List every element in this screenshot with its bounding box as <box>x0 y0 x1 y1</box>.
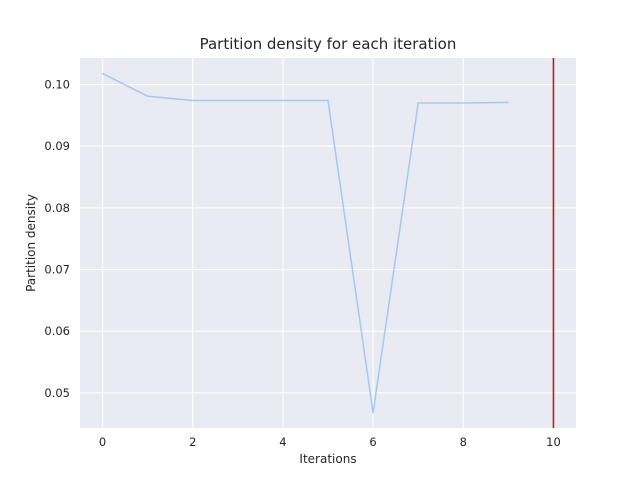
series-line <box>102 72 509 414</box>
data-point <box>237 99 239 102</box>
y-tick-label: 0.09 <box>44 139 70 153</box>
y-axis-ticks: 0.05 0.06 0.07 0.08 0.09 0.10 <box>44 78 70 400</box>
data-point <box>282 99 284 102</box>
y-tick-label: 0.08 <box>44 201 70 215</box>
y-tick-label: 0.10 <box>44 78 70 92</box>
series-layer <box>101 72 509 414</box>
data-point <box>462 102 464 104</box>
x-tick-label: 6 <box>369 435 376 449</box>
data-point <box>507 101 509 103</box>
x-tick-label: 10 <box>546 435 561 449</box>
y-axis-label: Partition density <box>24 194 38 292</box>
data-point <box>417 102 419 104</box>
y-tick-label: 0.07 <box>44 263 70 277</box>
x-axis-ticks: 0 2 4 6 8 10 <box>99 435 561 449</box>
y-tick-label: 0.06 <box>44 324 70 338</box>
data-point <box>327 99 329 102</box>
x-tick-label: 0 <box>99 435 106 449</box>
chart-title: Partition density for each iteration <box>200 35 457 53</box>
data-point <box>192 99 194 102</box>
x-tick-label: 2 <box>189 435 196 449</box>
data-point <box>372 411 374 414</box>
x-tick-label: 8 <box>460 435 467 449</box>
x-tick-label: 4 <box>279 435 286 449</box>
x-axis-label: Iterations <box>299 452 356 466</box>
data-point <box>101 72 104 75</box>
y-tick-label: 0.05 <box>44 386 70 400</box>
data-point <box>147 95 149 97</box>
plot-area <box>80 58 576 428</box>
